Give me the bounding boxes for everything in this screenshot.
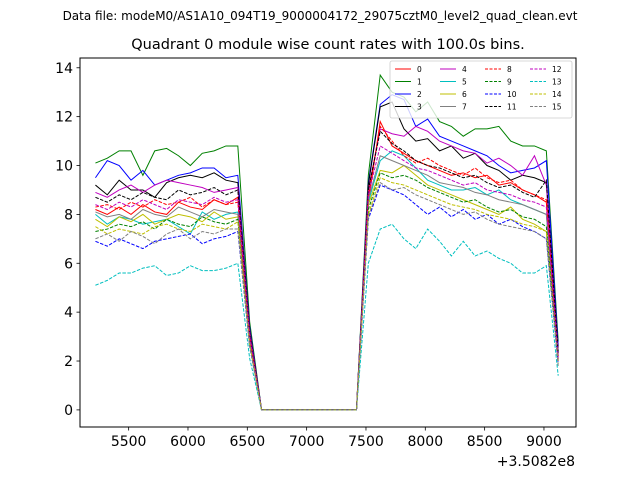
legend-label-5: 5 <box>462 78 467 87</box>
series-line-10 <box>95 184 559 411</box>
x-tick-label: 6000 <box>170 434 206 450</box>
legend-box <box>389 60 573 119</box>
legend-label-12: 12 <box>552 65 562 74</box>
series-line-9 <box>95 172 559 411</box>
legend-label-9: 9 <box>507 78 512 87</box>
legend-label-4: 4 <box>462 65 467 74</box>
legend-label-10: 10 <box>507 90 517 99</box>
y-tick-label: 14 <box>55 61 73 77</box>
data-file-label: Data file: modeM0/AS1A10_094T19_90000041… <box>63 9 578 23</box>
x-tick-label: 5500 <box>111 434 147 450</box>
series-line-1 <box>95 73 559 411</box>
x-tick-label: 7000 <box>289 434 325 450</box>
series-line-14 <box>95 177 559 411</box>
series-line-12 <box>95 145 559 411</box>
legend-label-0: 0 <box>417 65 422 74</box>
y-tick-label: 2 <box>64 354 73 370</box>
legend-label-3: 3 <box>417 103 422 112</box>
x-tick-label: 8500 <box>467 434 503 450</box>
series-line-15 <box>95 181 559 411</box>
legend-label-8: 8 <box>507 65 512 74</box>
legend-label-7: 7 <box>462 103 467 112</box>
chart-title: Quadrant 0 module wise count rates with … <box>131 37 525 53</box>
y-tick-label: 4 <box>64 305 73 321</box>
plot-frame <box>79 57 577 428</box>
y-tick-label: 12 <box>55 110 73 126</box>
legend-label-11: 11 <box>507 103 517 112</box>
series-line-6 <box>95 164 559 411</box>
legend-label-1: 1 <box>417 78 422 87</box>
series-line-8 <box>95 125 559 411</box>
x-tick-label: 6500 <box>229 434 265 450</box>
series-line-0 <box>95 119 559 411</box>
axes: 5500 6000 6500 7000 7500 8000 8500 900002468101… <box>55 61 562 450</box>
y-tick-label: 6 <box>64 256 73 272</box>
x-tick-label: 7500 <box>348 434 384 450</box>
series-line-11 <box>95 130 559 411</box>
legend-label-13: 13 <box>552 78 562 87</box>
legend-label-2: 2 <box>417 90 422 99</box>
series-line-3 <box>95 101 559 411</box>
legend-label-15: 15 <box>552 103 562 112</box>
legend-label-6: 6 <box>462 90 467 99</box>
series-line-5 <box>95 150 559 411</box>
x-tick-label: 9000 <box>526 434 562 450</box>
x-tick-label: 8000 <box>407 434 443 450</box>
y-tick-label: 8 <box>64 207 73 223</box>
legend-label-14: 14 <box>552 90 562 99</box>
series-line-13 <box>95 223 559 411</box>
y-tick-label: 0 <box>64 403 73 419</box>
x-offset-label: +3.5082e8 <box>497 454 575 470</box>
series-line-4 <box>95 125 559 411</box>
plot-lines <box>95 73 559 411</box>
y-tick-label: 10 <box>55 159 73 175</box>
